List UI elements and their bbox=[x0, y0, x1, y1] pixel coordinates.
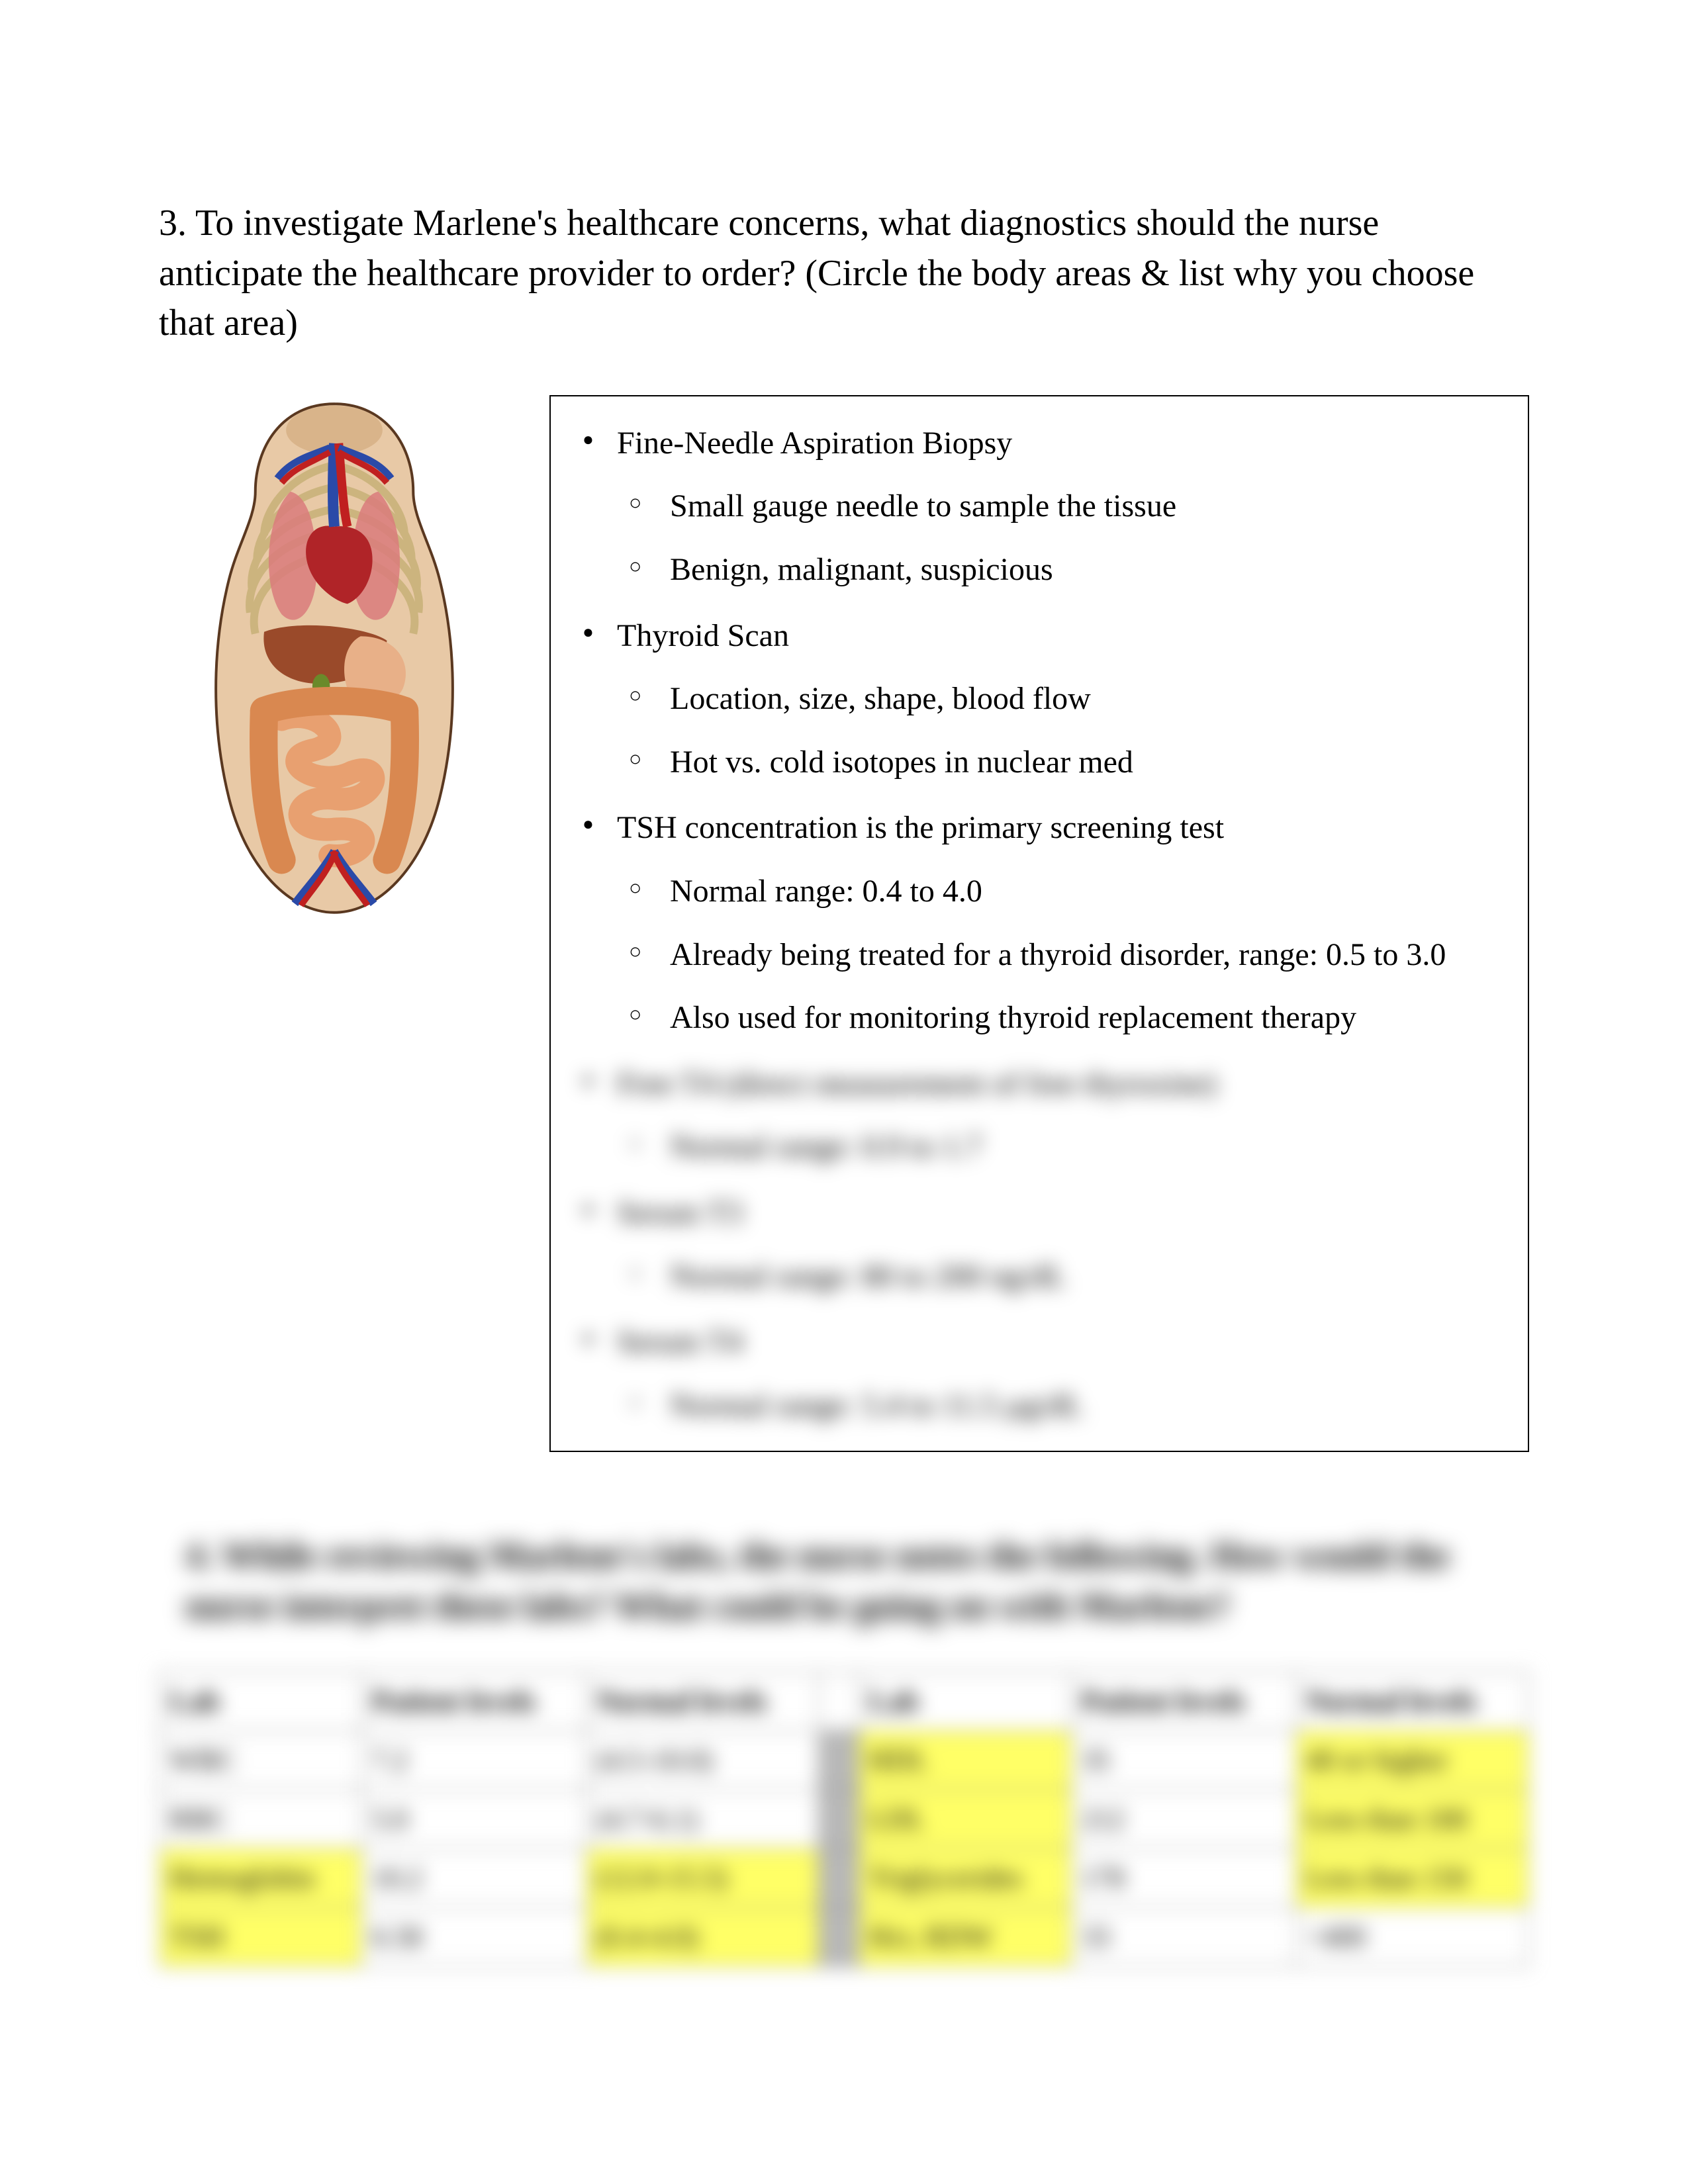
content-row: Fine-Needle Aspiration Biopsy Small gauge… bbox=[159, 395, 1529, 1453]
answer-sub-list: Normal range: 5.4 to 11.5 µg/dL bbox=[617, 1379, 1508, 1433]
answer-sub-list: Normal range: 80 to 200 ng/dL bbox=[617, 1250, 1508, 1304]
answer-sub-item: Also used for monitoring thyroid replace… bbox=[617, 991, 1508, 1045]
lab-cell: Hemoglobin bbox=[160, 1848, 361, 1907]
lab-cell: LDL bbox=[859, 1790, 1071, 1848]
col-lab-left: Lab bbox=[160, 1672, 361, 1731]
answer-sub-item: Normal range: 80 to 200 ng/dL bbox=[617, 1250, 1508, 1304]
lab-cell: RBC bbox=[160, 1790, 361, 1848]
answer-sub-list: Normal range: 0.4 to 4.0 Already being tr… bbox=[617, 864, 1508, 1045]
answer-box: Fine-Needle Aspiration Biopsy Small gauge… bbox=[549, 395, 1529, 1453]
question-number: 3. bbox=[159, 203, 187, 244]
col-normal-left: Normal levels bbox=[586, 1672, 819, 1731]
lab-cell: 10.2 bbox=[361, 1848, 586, 1907]
col-lab-right: Lab bbox=[859, 1672, 1071, 1731]
answer-sub-item: Benign, malignant, suspicious bbox=[617, 543, 1508, 597]
answer-item-label: Serum T3 bbox=[617, 1195, 743, 1230]
lab-cell: Less than 150 bbox=[1296, 1848, 1528, 1907]
lab-cell: Triglycerides bbox=[859, 1848, 1071, 1907]
col-normal-right: Normal levels bbox=[1296, 1672, 1528, 1731]
lab-row: Hemoglobin10.2(12.0-15.5) Triglycerides17… bbox=[160, 1848, 1528, 1907]
lab-cell: TSH bbox=[160, 1907, 361, 1966]
answer-item: Serum T3 Normal range: 80 to 200 ng/dL bbox=[571, 1186, 1508, 1303]
answer-sub-list: Location, size, shape, blood flow Hot vs.… bbox=[617, 672, 1508, 789]
anatomy-illustration bbox=[159, 395, 510, 921]
question-3-text: 3. To investigate Marlene's healthcare c… bbox=[159, 199, 1529, 349]
lab-cell: 35 bbox=[1071, 1731, 1295, 1790]
anatomy-caption bbox=[159, 927, 510, 946]
answer-sub-item: Small gauge needle to sample the tissue bbox=[617, 479, 1508, 533]
document-page: 3. To investigate Marlene's healthcare c… bbox=[0, 0, 1688, 2184]
separator-cell bbox=[819, 1790, 859, 1848]
answer-sub-item: Location, size, shape, blood flow bbox=[617, 672, 1508, 726]
lab-cell: 178 bbox=[1071, 1848, 1295, 1907]
lab-cell: (4.5-10.0) bbox=[586, 1731, 819, 1790]
answer-item: Free T4 (direct measurement of free thyr… bbox=[571, 1057, 1508, 1174]
lab-cell: 6.58 bbox=[361, 1907, 586, 1966]
answer-item: Thyroid Scan Location, size, shape, blood… bbox=[571, 609, 1508, 790]
lab-cell: 5.0 bbox=[361, 1790, 586, 1848]
answer-item-label: TSH concentration is the primary screeni… bbox=[617, 810, 1224, 845]
answer-sub-list: Normal range: 0.9 to 1.7 bbox=[617, 1120, 1508, 1174]
lab-row: TSH6.58(0.4-4.0) Hct, RDW33<400 bbox=[160, 1907, 1528, 1966]
answer-item-label: Fine-Needle Aspiration Biopsy bbox=[617, 426, 1012, 461]
answer-item: TSH concentration is the primary screeni… bbox=[571, 801, 1508, 1044]
separator-cell bbox=[819, 1848, 859, 1907]
lab-table-header-row: Lab Patient levels Normal levels Lab Pat… bbox=[160, 1672, 1528, 1731]
lab-row: WBC7.2(4.5-10.0) HDL3540 or higher bbox=[160, 1731, 1528, 1790]
separator-cell bbox=[819, 1907, 859, 1966]
lab-cell: Less than 100 bbox=[1296, 1790, 1528, 1848]
separator-cell bbox=[819, 1731, 859, 1790]
answer-sub-item: Normal range: 0.4 to 4.0 bbox=[617, 864, 1508, 919]
lab-cell: 212 bbox=[1071, 1790, 1295, 1848]
answer-list-blurred: Free T4 (direct measurement of free thyr… bbox=[571, 1057, 1508, 1433]
lab-cell: 7.2 bbox=[361, 1731, 586, 1790]
lab-table: Lab Patient levels Normal levels Lab Pat… bbox=[159, 1671, 1529, 1967]
answer-sub-list: Small gauge needle to sample the tissue B… bbox=[617, 479, 1508, 596]
answer-item-label: Free T4 (direct measurement of free thyr… bbox=[617, 1066, 1216, 1101]
lab-cell: WBC bbox=[160, 1731, 361, 1790]
lab-cell: 40 or higher bbox=[1296, 1731, 1528, 1790]
answer-item-label: Thyroid Scan bbox=[617, 618, 789, 653]
col-patient-right: Patient levels bbox=[1071, 1672, 1295, 1731]
anatomy-figure bbox=[159, 395, 510, 946]
answer-item: Serum T4 Normal range: 5.4 to 11.5 µg/dL bbox=[571, 1315, 1508, 1432]
answer-sub-item: Already being treated for a thyroid diso… bbox=[617, 928, 1508, 982]
lab-cell: (12.0-15.5) bbox=[586, 1848, 819, 1907]
lab-cell: 33 bbox=[1071, 1907, 1295, 1966]
lab-row: RBC5.0(4.7-6.1) LDL212Less than 100 bbox=[160, 1790, 1528, 1848]
separator-col bbox=[819, 1672, 859, 1731]
lab-cell: Hct, RDW bbox=[859, 1907, 1071, 1966]
lab-cell: HDL bbox=[859, 1731, 1071, 1790]
question-body: To investigate Marlene's healthcare conc… bbox=[159, 203, 1474, 343]
answer-item-label: Serum T4 bbox=[617, 1324, 743, 1359]
question-4-text: 4. While reviewing Marlene's labs, the n… bbox=[159, 1531, 1529, 1631]
answer-item: Fine-Needle Aspiration Biopsy Small gauge… bbox=[571, 416, 1508, 597]
answer-sub-item: Normal range: 0.9 to 1.7 bbox=[617, 1120, 1508, 1174]
col-patient-left: Patient levels bbox=[361, 1672, 586, 1731]
answer-list: Fine-Needle Aspiration Biopsy Small gauge… bbox=[571, 416, 1508, 1045]
lab-cell: (4.7-6.1) bbox=[586, 1790, 819, 1848]
answer-sub-item: Normal range: 5.4 to 11.5 µg/dL bbox=[617, 1379, 1508, 1433]
answer-sub-item: Hot vs. cold isotopes in nuclear med bbox=[617, 735, 1508, 790]
lab-cell: <400 bbox=[1296, 1907, 1528, 1966]
lab-table-body: WBC7.2(4.5-10.0)HDL3540 or higherRBC5.0(… bbox=[160, 1731, 1528, 1966]
lab-cell: (0.4-4.0) bbox=[586, 1907, 819, 1966]
